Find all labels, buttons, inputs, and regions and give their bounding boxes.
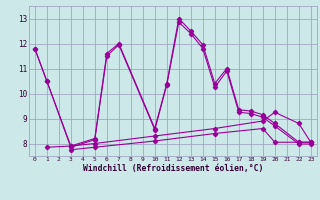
X-axis label: Windchill (Refroidissement éolien,°C): Windchill (Refroidissement éolien,°C) — [83, 164, 263, 173]
